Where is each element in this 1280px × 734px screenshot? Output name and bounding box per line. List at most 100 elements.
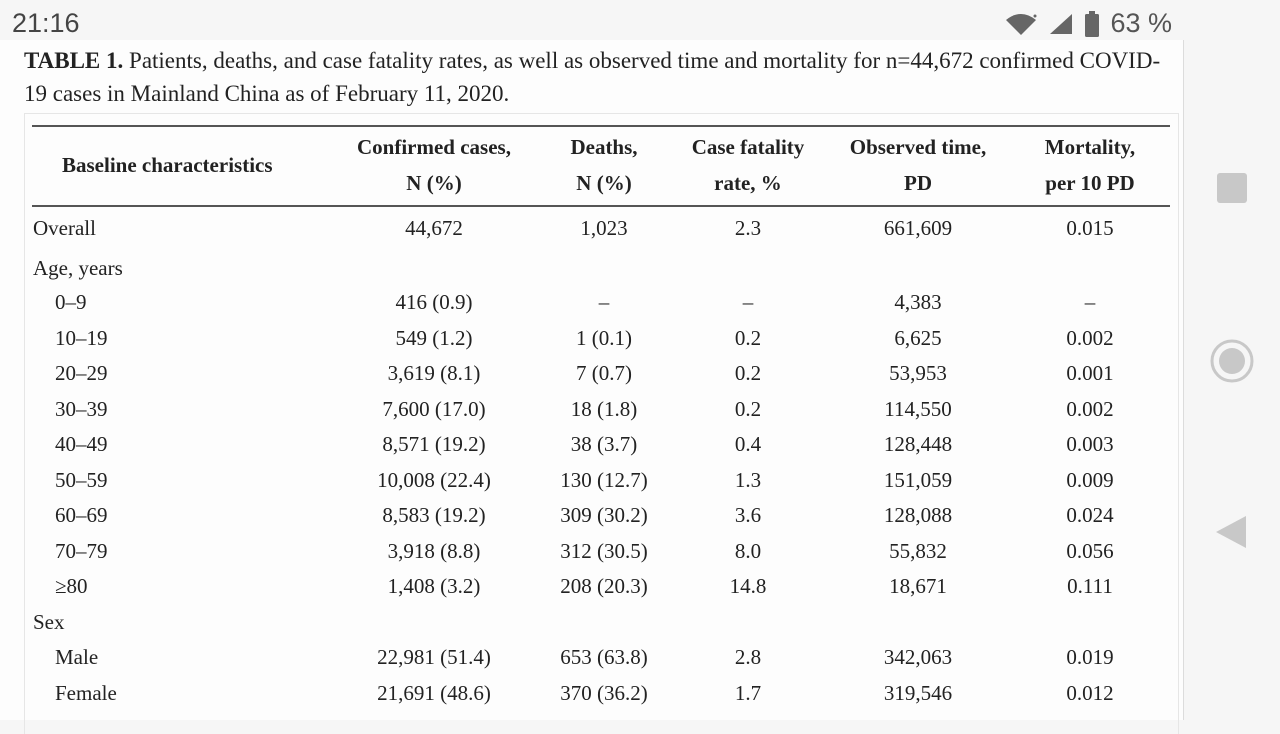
cell-mortality: 0.012 [1066,681,1114,705]
cell-observed-time: 128,448 [883,432,953,456]
cell-mortality: 0.009 [1066,468,1114,492]
table-header-rule [32,205,1170,207]
row-label: 40–49 [55,432,108,456]
signal-icon [1050,13,1073,34]
cell-cfr: 2.3 [734,216,762,240]
header-baseline-characteristics-line: Baseline characteristics [62,153,273,177]
cell-confirmed: 549 (1.2) [395,326,473,350]
row-label: 60–69 [55,503,108,527]
cell-cfr: 8.0 [734,539,762,563]
cell-deaths: 1 (0.1) [576,326,632,350]
header-mortality-line: per 10 PD [1045,171,1135,195]
table-caption: TABLE 1. Patients, deaths, and case fata… [24,44,1174,110]
cell-observed-time: 53,953 [889,361,947,385]
row-label: 30–39 [55,397,108,421]
cell-deaths: 18 (1.8) [570,397,638,421]
cell-mortality: – [1084,290,1096,314]
status-bar: 21:16 63 % [0,0,1280,48]
header-deaths-line: N (%) [576,171,632,195]
header-mortality: Mortality, per 10 PD [1015,129,1165,201]
cell-mortality: 0.111 [1067,574,1113,598]
square-icon[interactable] [1216,172,1248,204]
cell-confirmed: 22,981 (51.4) [377,645,491,669]
cell-mortality: 0.003 [1066,432,1114,456]
document-page [0,40,1184,720]
row-label: Male [55,645,99,669]
clock: 21:16 [12,8,80,38]
cell-confirmed: 3,918 (8.8) [387,539,481,563]
cell-deaths: 653 (63.8) [560,645,648,669]
cell-confirmed: 8,571 (19.2) [382,432,486,456]
row-label: Overall [33,216,96,240]
cell-cfr: 1.7 [734,681,762,705]
cell-cfr: 0.4 [734,432,762,456]
cell-confirmed: 7,600 (17.0) [382,397,486,421]
row-label: 10–19 [55,326,108,350]
header-confirmed-cases-line: N (%) [406,171,462,195]
table-frame [24,113,1179,734]
table-caption-lead: TABLE 1. [24,48,124,73]
table-caption-text: Patients, deaths, and case fatality rate… [24,48,1161,106]
header-baseline-characteristics: Baseline characteristics [62,147,273,183]
row-label: 20–29 [55,361,108,385]
cell-deaths: 309 (30.2) [560,503,648,527]
cell-cfr: 1.3 [734,468,762,492]
cell-observed-time: 151,059 [883,468,953,492]
header-deaths: Deaths, N (%) [534,129,674,201]
header-confirmed-cases: Confirmed cases, N (%) [334,129,534,201]
row-label: 70–79 [55,539,108,563]
table-top-rule [32,125,1170,127]
status-icons: 63 % [1004,8,1172,39]
cell-mortality: 0.001 [1066,361,1114,385]
cell-cfr: 14.8 [729,574,767,598]
cell-deaths: 208 (20.3) [560,574,648,598]
cell-mortality: 0.019 [1066,645,1114,669]
header-observed-time-line: PD [904,171,932,195]
cell-confirmed: 3,619 (8.1) [387,361,481,385]
cell-cfr: 2.8 [734,645,762,669]
row-label: Age, years [33,256,123,280]
cell-observed-time: 18,671 [889,574,947,598]
cell-observed-time: 661,609 [883,216,953,240]
cell-observed-time: 114,550 [884,397,952,421]
header-case-fatality-rate: Case fatality rate, % [673,129,823,201]
cell-deaths: 312 (30.5) [560,539,648,563]
row-label: 50–59 [55,468,108,492]
cell-observed-time: 4,383 [894,290,942,314]
cell-cfr: 0.2 [734,326,762,350]
cell-mortality: 0.015 [1066,216,1114,240]
battery-percent: 63 % [1110,8,1172,38]
header-case-fatality-rate-line: Case fatality [691,135,805,159]
cell-confirmed: 1,408 (3.2) [387,574,481,598]
battery-icon [1085,10,1100,37]
cell-cfr: – [742,290,754,314]
cell-mortality: 0.024 [1066,503,1114,527]
cell-cfr: 0.2 [734,361,762,385]
row-label: 0–9 [55,290,87,314]
header-mortality-line: Mortality, [1044,135,1136,159]
cell-confirmed: 8,583 (19.2) [382,503,486,527]
wifi-icon [1006,13,1037,35]
header-confirmed-cases-line: Confirmed cases, [357,135,511,159]
cell-deaths: 130 (12.7) [560,468,648,492]
cell-confirmed: 10,008 (22.4) [377,468,491,492]
row-label: Female [55,681,117,705]
cell-observed-time: 128,088 [883,503,953,527]
cell-confirmed: 44,672 [405,216,463,240]
cell-mortality: 0.002 [1066,397,1114,421]
cell-observed-time: 319,546 [883,681,953,705]
cell-observed-time: 55,832 [889,539,947,563]
cell-deaths: 38 (3.7) [570,432,638,456]
circle-icon[interactable] [1209,338,1255,384]
cell-observed-time: 6,625 [894,326,942,350]
cell-deaths: 7 (0.7) [576,361,632,385]
row-label: Sex [33,610,65,634]
header-deaths-line: Deaths, [570,135,638,159]
triangle-back-icon[interactable] [1214,514,1248,550]
cell-mortality: 0.056 [1066,539,1114,563]
cell-cfr: 3.6 [734,503,762,527]
cell-cfr: 0.2 [734,397,762,421]
cell-confirmed: 21,691 (48.6) [377,681,491,705]
header-observed-time-line: Observed time, [849,135,987,159]
row-label: ≥80 [55,574,88,598]
